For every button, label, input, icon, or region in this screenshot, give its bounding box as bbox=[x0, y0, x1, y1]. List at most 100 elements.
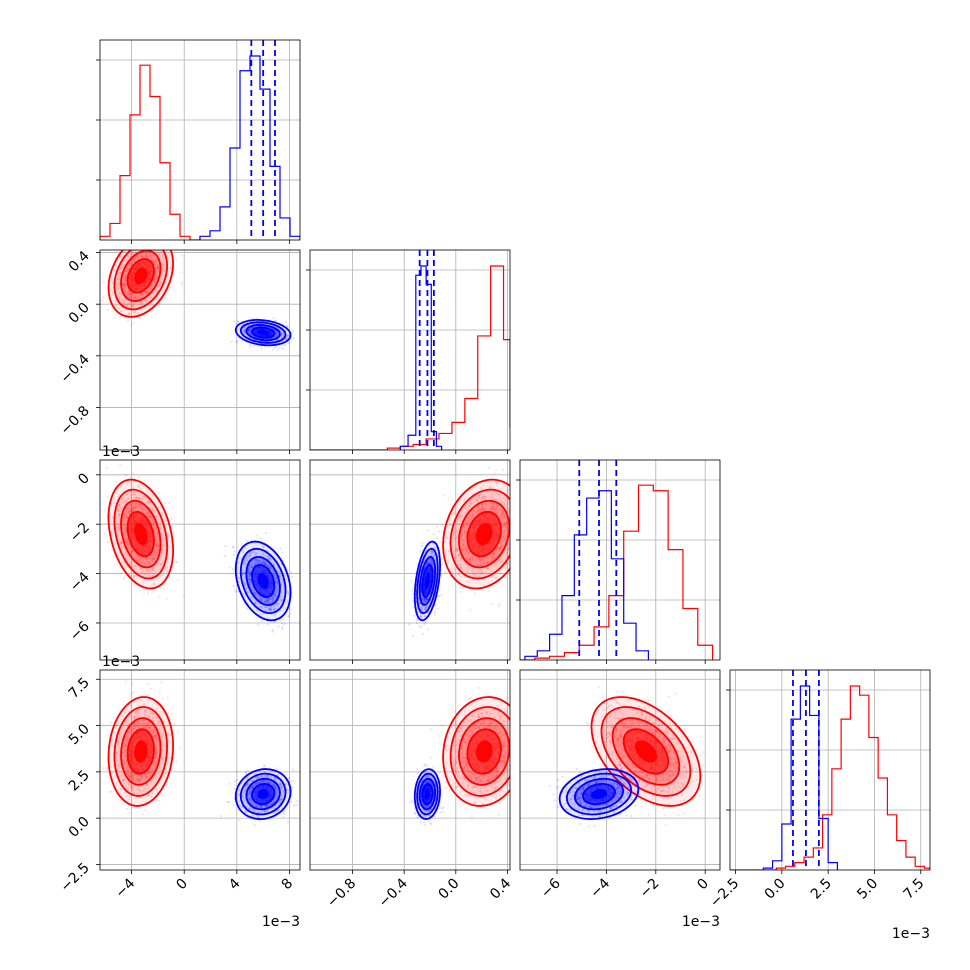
sample-point bbox=[128, 506, 131, 510]
sample-point bbox=[511, 497, 513, 499]
sample-point bbox=[143, 562, 147, 565]
sample-point bbox=[469, 502, 472, 506]
sample-point bbox=[287, 334, 290, 337]
sample-point bbox=[274, 329, 277, 332]
sample-point bbox=[153, 279, 156, 282]
sample-point bbox=[144, 243, 146, 245]
sample-point bbox=[157, 543, 160, 546]
sample-point bbox=[513, 524, 515, 526]
sample-point bbox=[265, 606, 268, 609]
y-tick-label: 0.4 bbox=[66, 248, 93, 275]
sample-point bbox=[162, 544, 165, 547]
sample-point bbox=[161, 243, 163, 245]
sample-point bbox=[474, 574, 478, 578]
sample-point bbox=[128, 510, 131, 513]
sample-point bbox=[131, 550, 134, 554]
sample-point bbox=[517, 536, 519, 538]
sample-point bbox=[100, 299, 103, 302]
sample-point bbox=[266, 600, 269, 603]
sample-point bbox=[282, 343, 285, 347]
sample-point bbox=[129, 292, 132, 295]
sample-point bbox=[150, 257, 153, 260]
sample-point bbox=[560, 515, 562, 517]
sample-point bbox=[138, 497, 141, 500]
sample-point bbox=[277, 602, 280, 605]
sample-point bbox=[147, 570, 150, 573]
sample-point bbox=[246, 591, 249, 594]
sample-point bbox=[249, 332, 252, 335]
sample-point bbox=[144, 507, 148, 510]
sample-point bbox=[502, 482, 506, 486]
sample-point bbox=[127, 547, 130, 550]
sample-point bbox=[147, 234, 149, 236]
sample-point bbox=[421, 632, 425, 635]
sample-point bbox=[126, 270, 129, 273]
sample-point bbox=[265, 563, 268, 566]
sample-point bbox=[161, 246, 163, 248]
sample-point bbox=[264, 599, 267, 602]
sample-point bbox=[275, 607, 278, 611]
sample-point bbox=[243, 329, 246, 333]
sample-point bbox=[499, 549, 502, 552]
sample-point bbox=[145, 292, 148, 295]
sample-point bbox=[153, 553, 156, 556]
panel-0-0 bbox=[96, 39, 301, 244]
sample-point bbox=[464, 553, 467, 556]
sample-point bbox=[248, 328, 251, 331]
sample-point bbox=[248, 328, 251, 332]
sample-point bbox=[144, 572, 147, 575]
sample-point bbox=[124, 279, 127, 282]
y-tick-label: 0 bbox=[75, 470, 93, 488]
sample-point bbox=[273, 614, 276, 617]
histogram-red bbox=[310, 265, 510, 450]
sample-point bbox=[286, 590, 289, 593]
sample-point bbox=[170, 285, 173, 288]
sample-point bbox=[260, 345, 263, 348]
sample-point bbox=[502, 525, 506, 528]
sample-point bbox=[244, 583, 247, 587]
sample-point bbox=[153, 242, 155, 244]
sample-point bbox=[118, 513, 121, 516]
panel-content bbox=[310, 250, 510, 450]
sample-point bbox=[269, 566, 272, 570]
sample-point bbox=[490, 603, 493, 606]
sample-point bbox=[410, 580, 413, 583]
sample-point bbox=[124, 269, 127, 273]
sample-point bbox=[136, 559, 139, 563]
sample-point bbox=[281, 626, 284, 629]
sample-point bbox=[513, 531, 515, 533]
sample-point bbox=[464, 550, 467, 553]
sample-point bbox=[458, 587, 461, 590]
sample-point bbox=[132, 472, 135, 475]
sample-point bbox=[483, 509, 486, 512]
sample-point bbox=[115, 283, 118, 286]
sample-point bbox=[167, 242, 169, 244]
sample-point bbox=[271, 600, 274, 603]
sample-point bbox=[123, 291, 127, 294]
sample-point bbox=[123, 291, 126, 294]
sample-point bbox=[124, 276, 128, 279]
sample-point bbox=[282, 347, 285, 350]
sample-point bbox=[462, 525, 465, 528]
sample-point bbox=[123, 286, 127, 289]
sample-point bbox=[275, 585, 278, 588]
sample-point bbox=[281, 598, 284, 601]
sample-point bbox=[144, 251, 147, 254]
sample-point bbox=[154, 242, 156, 244]
sample-point bbox=[266, 617, 269, 620]
sample-point bbox=[128, 293, 131, 296]
sample-point bbox=[130, 323, 133, 326]
sample-point bbox=[124, 501, 127, 504]
sample-point bbox=[253, 344, 256, 348]
sample-point bbox=[521, 511, 523, 513]
panel-1-0: −0.8−0.40.00.4 bbox=[57, 232, 301, 454]
sample-point bbox=[263, 563, 267, 566]
sample-point bbox=[102, 280, 105, 284]
sample-point bbox=[276, 580, 279, 584]
sample-point bbox=[147, 232, 149, 234]
sample-point bbox=[253, 560, 257, 564]
sample-point bbox=[147, 515, 150, 518]
sample-point bbox=[130, 292, 133, 295]
sample-point bbox=[273, 335, 276, 339]
sample-point bbox=[133, 246, 135, 248]
